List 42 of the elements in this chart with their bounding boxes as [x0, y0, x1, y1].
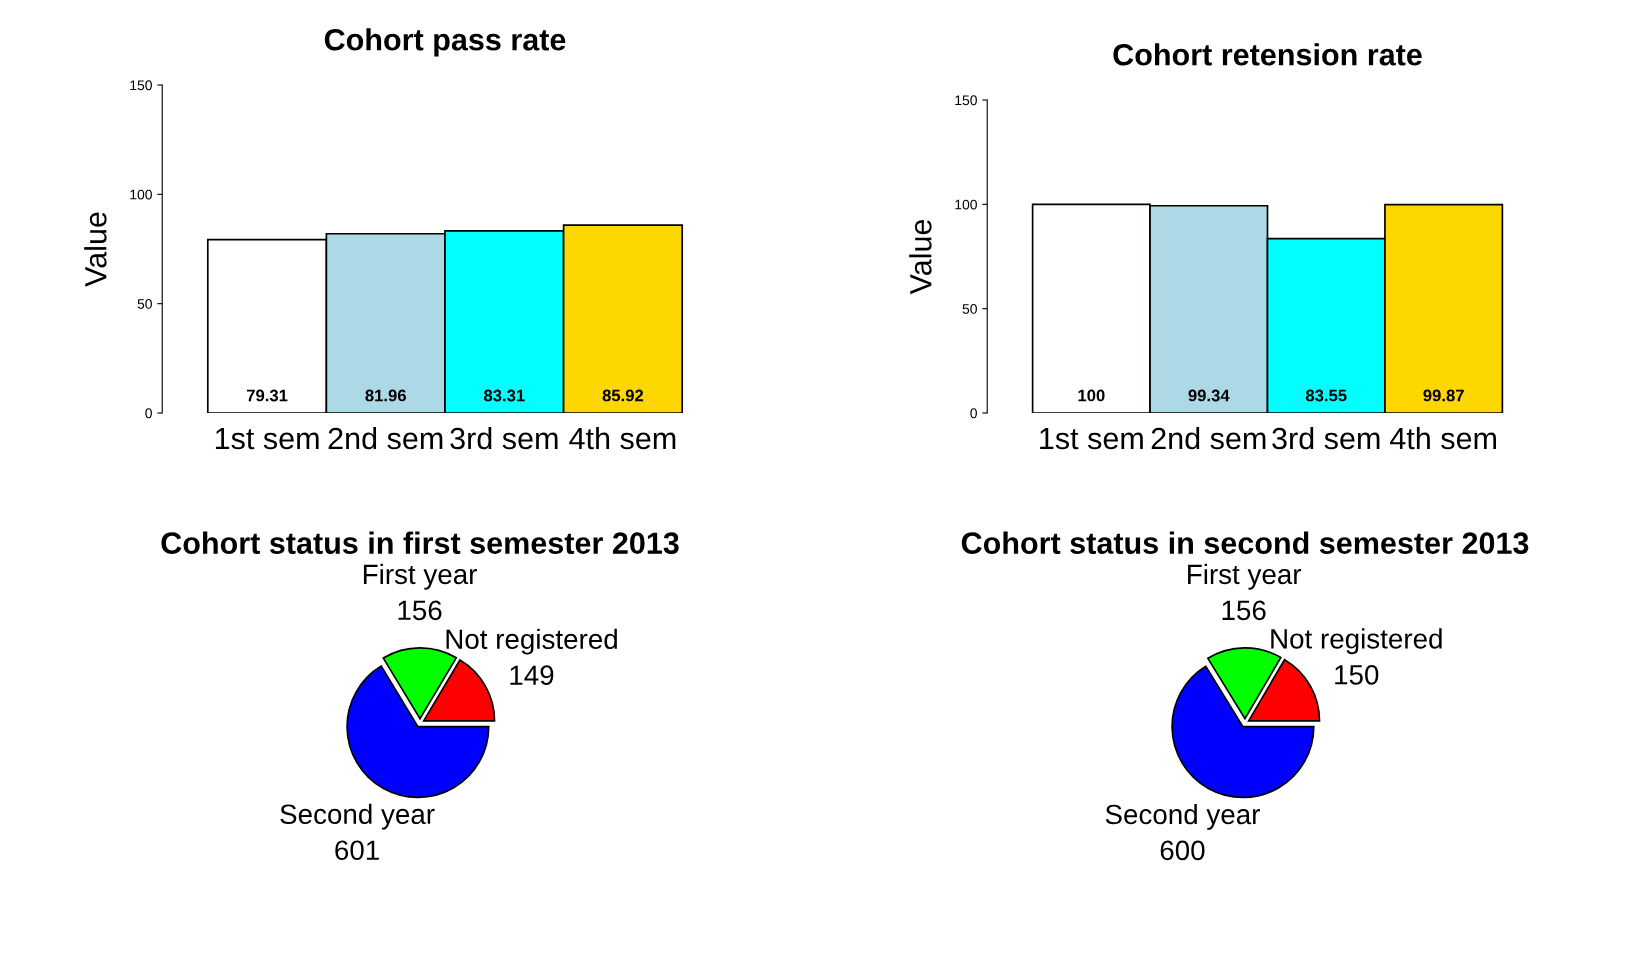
slice-label: Second year: [1105, 803, 1260, 830]
y-tick-label: 50: [137, 299, 152, 309]
y-tick-label: 150: [130, 80, 152, 91]
chart-title: Cohort retension rate: [1113, 43, 1422, 66]
slice-label: Second year: [280, 803, 435, 830]
x-tick-label: 3rd sem: [450, 426, 558, 450]
data-label: 99.34: [1188, 389, 1230, 402]
x-tick-label: 4th sem: [569, 426, 676, 450]
data-label: 83.31: [483, 389, 525, 402]
chart-title: Cohort status in second semester 2013: [961, 531, 1529, 554]
data-label: 600: [1160, 840, 1205, 861]
y-axis-title: Value: [909, 219, 932, 295]
data-label: 156: [1222, 600, 1266, 621]
data-label: 81.96: [365, 389, 406, 402]
x-tick-label: 1st sem: [1040, 428, 1143, 450]
slice-label: First year: [363, 563, 477, 590]
chart-title: Cohort pass rate: [324, 28, 566, 57]
x-tick-label: 1st sem: [215, 428, 319, 450]
y-tick-label: 0: [970, 408, 977, 419]
slice-label: Not registered: [1271, 628, 1442, 655]
y-axis-title: Value: [84, 212, 107, 287]
y-tick-label: 100: [955, 199, 977, 210]
data-label: 150: [1335, 664, 1379, 685]
y-tick-label: 100: [130, 189, 152, 200]
x-tick-label: 2nd sem: [1151, 426, 1266, 450]
data-label: 149: [510, 665, 554, 686]
y-tick-label: 50: [962, 304, 977, 314]
chart-title: Cohort status in first semester 2013: [161, 531, 679, 554]
data-label: 156: [398, 600, 442, 621]
data-label: 601: [335, 840, 379, 861]
data-label: 100: [1078, 389, 1105, 402]
x-tick-label: 2nd sem: [328, 426, 443, 450]
data-label: 79.31: [246, 389, 288, 402]
data-label: 83.55: [1305, 389, 1347, 402]
y-tick-label: 150: [955, 95, 977, 106]
data-label: 99.87: [1423, 389, 1464, 402]
data-label: 85.92: [602, 389, 644, 402]
x-tick-label: 4th sem: [1390, 426, 1496, 450]
slice-label: First year: [1188, 563, 1302, 590]
y-tick-label: 0: [145, 408, 152, 419]
slice-label: Not registered: [446, 628, 617, 655]
x-tick-label: 3rd sem: [1272, 426, 1380, 450]
